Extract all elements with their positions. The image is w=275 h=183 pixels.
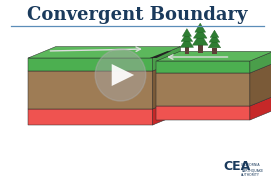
Bar bbox=[213, 48, 216, 54]
Polygon shape bbox=[208, 38, 221, 48]
Text: CEA: CEA bbox=[224, 160, 251, 173]
Polygon shape bbox=[250, 51, 273, 73]
Polygon shape bbox=[28, 46, 180, 58]
Text: Convergent Boundary: Convergent Boundary bbox=[27, 6, 248, 24]
Polygon shape bbox=[250, 63, 273, 106]
Polygon shape bbox=[153, 59, 180, 109]
Bar bbox=[198, 45, 203, 53]
Polygon shape bbox=[193, 28, 207, 38]
Polygon shape bbox=[156, 61, 250, 73]
Polygon shape bbox=[153, 46, 180, 71]
Polygon shape bbox=[209, 34, 220, 42]
Polygon shape bbox=[156, 73, 250, 106]
Polygon shape bbox=[28, 58, 153, 71]
Polygon shape bbox=[28, 109, 153, 125]
Text: CALIFORNIA
EARTHQUAKE
AUTHORITY: CALIFORNIA EARTHQUAKE AUTHORITY bbox=[241, 163, 263, 177]
Polygon shape bbox=[156, 106, 250, 120]
Circle shape bbox=[95, 49, 146, 101]
Polygon shape bbox=[156, 51, 273, 61]
Polygon shape bbox=[182, 29, 191, 36]
Polygon shape bbox=[28, 71, 153, 109]
Polygon shape bbox=[180, 37, 194, 47]
Polygon shape bbox=[181, 33, 193, 41]
Polygon shape bbox=[112, 64, 134, 86]
Polygon shape bbox=[250, 96, 273, 120]
Polygon shape bbox=[192, 33, 208, 45]
Polygon shape bbox=[150, 51, 171, 58]
Polygon shape bbox=[210, 30, 219, 37]
Bar bbox=[185, 47, 189, 54]
Polygon shape bbox=[195, 23, 206, 32]
Polygon shape bbox=[153, 98, 180, 125]
